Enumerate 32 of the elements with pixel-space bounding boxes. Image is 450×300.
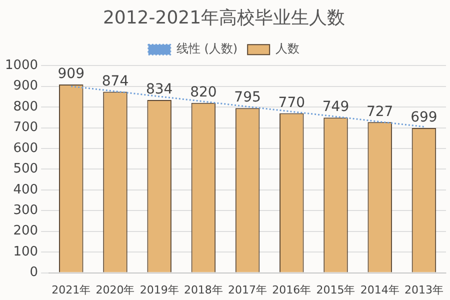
x-tick-label: 2019年 — [140, 283, 179, 296]
chart-title: 2012-2021年高校毕业生人数 — [102, 7, 346, 28]
x-tick-label: 2018年 — [184, 283, 223, 296]
data-label: 834 — [146, 82, 173, 98]
y-tick-label: 1000 — [4, 58, 38, 73]
y-tick-label: 200 — [13, 224, 38, 239]
y-tick-label: 800 — [13, 99, 38, 114]
data-label: 795 — [234, 90, 261, 106]
data-label: 874 — [102, 73, 129, 90]
x-tick-label: 2015年 — [316, 283, 356, 296]
x-tick-label: 2020年 — [96, 283, 135, 296]
y-tick-label: 700 — [13, 120, 38, 136]
data-label: 770 — [278, 94, 306, 111]
y-tick-label: 600 — [13, 140, 38, 156]
data-label: 820 — [190, 84, 217, 101]
data-label: 749 — [322, 99, 350, 116]
y-tick-label: 300 — [13, 203, 38, 218]
y-tick-label: 500 — [13, 162, 38, 177]
y-tick-label: 400 — [13, 182, 38, 198]
legend-label: 线性 (人数) — [176, 42, 238, 56]
x-tick-label: 2014年 — [360, 283, 400, 296]
data-label: 699 — [410, 110, 438, 126]
legend-label: 人数 — [276, 42, 300, 56]
y-tick-label: 900 — [13, 78, 38, 94]
data-label: 909 — [58, 66, 84, 82]
x-tick-label: 2017年 — [228, 283, 268, 296]
x-tick-label: 2021年 — [52, 283, 91, 296]
data-label: 727 — [366, 104, 394, 120]
x-tick-label: 2016年 — [272, 283, 312, 296]
y-tick-label: 100 — [13, 244, 38, 260]
x-tick-label: 2013年 — [404, 283, 444, 296]
y-tick-label: 0 — [30, 265, 38, 280]
